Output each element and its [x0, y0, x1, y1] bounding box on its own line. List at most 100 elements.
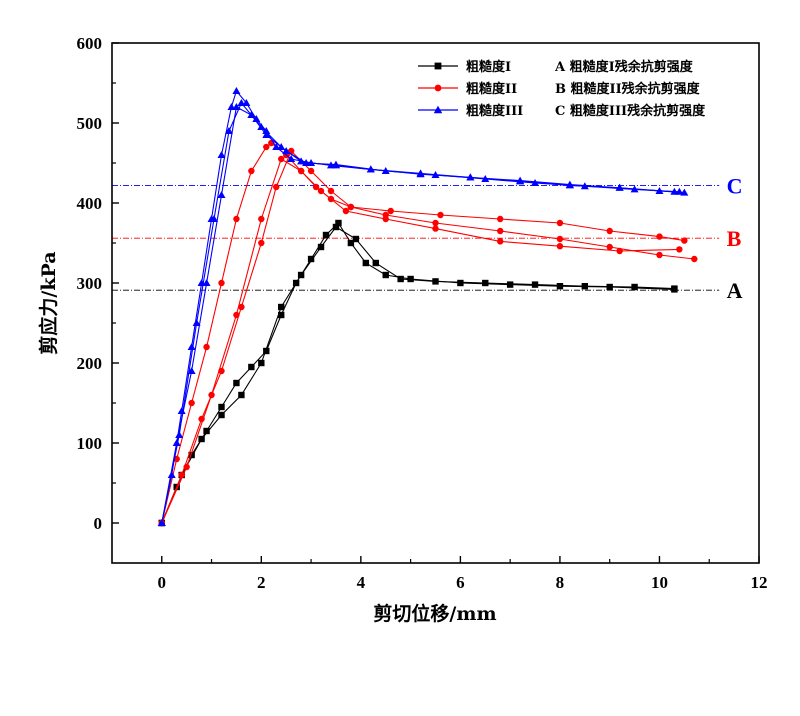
data-point	[366, 165, 375, 173]
data-point	[416, 170, 425, 178]
data-point	[233, 311, 240, 319]
series-3	[157, 87, 689, 526]
y-tick-label: 100	[77, 434, 103, 453]
data-point	[262, 131, 271, 138]
x-axis-title: 剪切位移/mm	[373, 602, 496, 625]
data-point	[497, 227, 504, 235]
data-point	[497, 238, 504, 245]
reference-lines	[112, 184, 720, 291]
data-point	[287, 155, 296, 162]
data-point	[297, 271, 305, 279]
data-point	[581, 283, 589, 290]
data-point	[257, 123, 266, 130]
data-point	[437, 211, 444, 219]
data-point	[317, 243, 325, 251]
legend-marker	[434, 84, 442, 92]
data-point	[327, 187, 335, 195]
data-point	[307, 167, 315, 175]
data-point	[322, 231, 330, 239]
data-point	[188, 451, 195, 459]
x-tick-label: 0	[158, 573, 167, 592]
data-point	[606, 227, 613, 235]
data-point	[157, 519, 166, 526]
data-point	[192, 319, 201, 326]
legend-reference-label: A 粗糙度I残余抗剪强度	[554, 59, 694, 75]
legend-marker	[433, 105, 443, 114]
data-point	[631, 283, 638, 291]
data-point	[457, 279, 464, 287]
legend-series-label: 粗糙度III	[466, 103, 523, 119]
reference-labels: A B C	[727, 173, 743, 303]
x-tick-label: 4	[357, 573, 366, 592]
data-point	[218, 411, 225, 419]
x-tick-label: 6	[456, 573, 465, 592]
data-point	[233, 215, 240, 223]
legend-marker	[434, 62, 442, 70]
data-point	[506, 281, 514, 288]
data-point	[238, 303, 245, 311]
data-point	[616, 247, 623, 255]
series-line	[161, 106, 680, 524]
data-point	[233, 379, 240, 387]
data-point	[671, 285, 678, 292]
data-point	[432, 225, 439, 232]
data-point	[691, 255, 698, 263]
data-point	[218, 403, 225, 411]
residual-strength-label-A: A	[727, 278, 743, 303]
data-point	[188, 399, 195, 407]
series-1	[158, 219, 678, 527]
data-point	[238, 391, 245, 399]
data-point	[278, 311, 285, 319]
data-point	[218, 279, 225, 287]
data-point	[217, 191, 226, 198]
plot-frame	[111, 42, 760, 564]
data-point	[482, 279, 489, 287]
y-tick-label: 500	[77, 114, 103, 133]
data-point	[172, 439, 181, 446]
axes: 0 2 4 6 8 10 12 0 100 200 300 400 500 600	[77, 34, 768, 592]
data-point	[606, 243, 613, 251]
series-layer	[157, 87, 698, 527]
data-point	[263, 143, 270, 151]
x-tick-label: 2	[257, 573, 266, 592]
data-point	[187, 343, 196, 350]
data-point	[307, 255, 315, 263]
data-point	[175, 431, 184, 438]
data-point	[208, 391, 215, 399]
data-point	[615, 183, 624, 191]
data-point	[317, 187, 325, 195]
data-point	[297, 167, 305, 175]
data-point	[237, 99, 246, 106]
y-tick-label: 0	[94, 514, 103, 533]
data-point	[297, 157, 306, 165]
x-tick-label: 10	[651, 573, 668, 592]
data-point	[258, 239, 265, 247]
data-point	[382, 215, 389, 223]
data-point	[278, 303, 285, 311]
data-point	[516, 176, 525, 184]
series-2	[158, 139, 698, 527]
data-point	[203, 343, 210, 351]
data-point	[382, 271, 389, 279]
y-axis-title: 剪应力/kPa	[37, 251, 60, 354]
series-line	[161, 226, 675, 524]
data-point	[372, 259, 379, 267]
residual-strength-label-B: B	[727, 226, 742, 251]
data-point	[198, 435, 205, 443]
data-point	[556, 243, 564, 250]
data-point	[556, 219, 564, 227]
legend-series-label: 粗糙度I	[466, 59, 511, 75]
data-point	[248, 167, 255, 175]
data-point	[656, 233, 663, 240]
data-point	[187, 367, 196, 374]
series-line	[161, 150, 685, 524]
data-point	[326, 161, 335, 169]
data-point	[332, 223, 340, 231]
data-point	[556, 283, 564, 290]
residual-strength-label-C: C	[727, 173, 743, 198]
data-point	[347, 203, 355, 211]
data-point	[362, 259, 370, 267]
data-point	[203, 427, 210, 435]
